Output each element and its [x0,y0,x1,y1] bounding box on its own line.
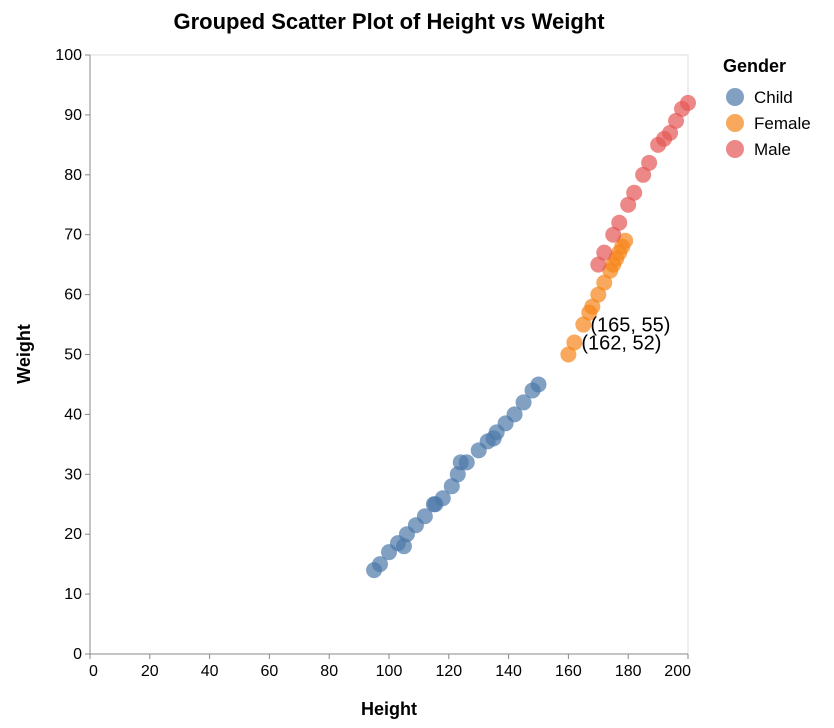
data-point [584,298,601,315]
data-point [605,226,622,243]
data-point [620,196,637,213]
data-point [560,346,577,363]
chart-title: Grouped Scatter Plot of Height vs Weight [173,9,605,34]
y-tick-label: 30 [64,466,82,483]
x-tick-label: 0 [89,663,98,680]
data-point [434,490,451,507]
legend-label: Female [754,114,811,133]
data-point [515,394,532,411]
y-tick-label: 40 [64,406,82,423]
data-point [611,214,628,231]
legend-symbol [726,88,744,106]
y-tick-label: 50 [64,347,82,364]
y-axis: 0 10 20 30 40 50 60 70 80 90 100 [55,47,91,663]
y-tick-label: 0 [73,646,82,663]
y-tick-label: 60 [64,287,82,304]
x-tick-label: 160 [555,663,582,680]
x-tick-label: 40 [201,663,219,680]
data-point [680,94,696,111]
legend-symbol [726,114,744,132]
y-tick-label: 90 [64,107,82,124]
y-tick-label: 70 [64,227,82,244]
legend: Gender Child Female Male [723,56,811,159]
data-point [416,508,433,525]
x-tick-label: 120 [435,663,462,680]
x-tick-label: 100 [376,663,403,680]
y-axis-title: Weight [14,324,34,384]
data-point [626,184,643,201]
data-point [566,334,583,351]
y-tick-label: 20 [64,526,82,543]
x-tick-label: 60 [261,663,279,680]
x-tick-label: 200 [664,663,691,680]
series-male [590,94,696,273]
data-point [395,538,412,555]
legend-label: Child [754,88,793,107]
x-tick-label: 20 [141,663,159,680]
data-point [641,154,658,171]
data-point [668,112,685,129]
legend-item-female: Female [726,114,811,133]
data-point [596,244,613,261]
legend-label: Male [754,140,791,159]
data-point [662,124,679,141]
data-point [372,556,389,573]
annotations: (165, 55)(162, 52) [581,315,670,355]
data-point [443,478,460,495]
data-point [590,256,607,273]
data-point [617,232,634,249]
x-tick-label: 80 [320,663,338,680]
series-female [560,232,634,363]
y-tick-label: 80 [64,167,82,184]
data-point [635,166,652,183]
point-annotation: (162, 52) [581,333,661,355]
data-points [366,94,696,579]
data-point [458,454,475,471]
x-tick-label: 180 [615,663,642,680]
legend-item-child: Child [726,88,793,107]
x-axis-title: Height [361,699,417,719]
legend-title: Gender [723,56,786,76]
x-axis: 0 20 40 60 80 100 120 140 160 180 200 [89,653,691,680]
legend-symbol [726,140,744,158]
data-point [449,466,466,483]
data-point [590,286,607,303]
data-point [530,376,547,393]
data-point [575,316,592,333]
series-child [366,376,547,579]
y-tick-label: 100 [55,47,82,64]
y-tick-label: 10 [64,586,82,603]
x-tick-label: 140 [495,663,522,680]
data-point [506,406,523,423]
data-point [596,274,613,291]
legend-item-male: Male [726,140,791,159]
point-annotation: (165, 55) [590,315,670,337]
